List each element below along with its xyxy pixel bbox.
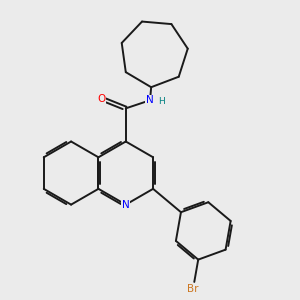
Text: Br: Br [187, 284, 199, 294]
Text: N: N [146, 95, 154, 105]
Text: N: N [122, 200, 130, 210]
Text: H: H [158, 98, 165, 106]
Text: O: O [98, 94, 106, 104]
